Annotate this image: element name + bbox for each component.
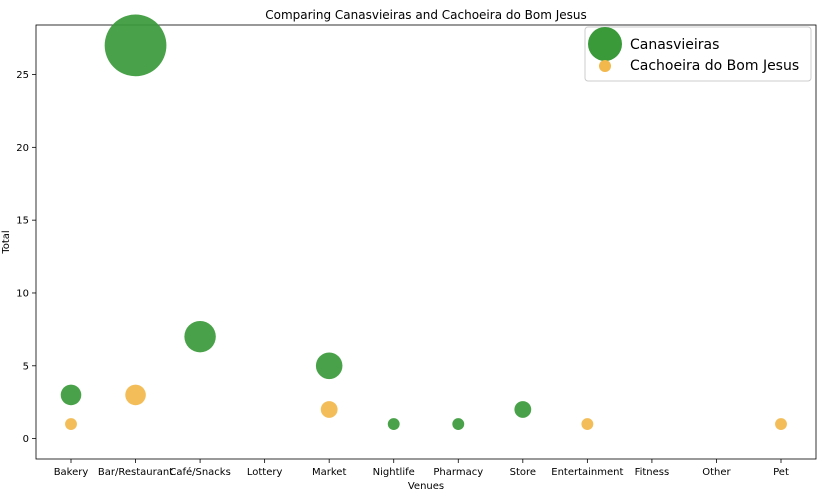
bubble-marks	[60, 14, 787, 430]
legend-label-cachoeira: Cachoeira do Bom Jesus	[630, 58, 799, 74]
x-tick-label: Other	[702, 467, 731, 478]
bubble-canasvieiras-6	[452, 418, 465, 430]
y-axis-label: Total	[1, 230, 12, 254]
x-tick-label: Bakery	[54, 467, 89, 478]
bubble-cachoeira-do-bom-jesus-1	[125, 384, 146, 406]
bubble-canasvieiras-2	[184, 320, 216, 353]
legend-box	[584, 26, 812, 82]
bubble-cachoeira-do-bom-jesus-11	[775, 418, 787, 430]
bubble-cachoeira-do-bom-jesus-4	[320, 401, 338, 418]
y-tick-label: 20	[16, 143, 29, 154]
legend-marker-canasvieiras	[588, 27, 622, 61]
x-tick-label: Nightlife	[373, 467, 415, 478]
y-tick-label: 10	[16, 288, 29, 299]
bubble-canasvieiras-7	[514, 401, 532, 418]
x-tick-label: Café/Snacks	[169, 466, 230, 478]
x-tick-label: Bar/Restaurant	[98, 467, 173, 478]
bubble-canasvieiras-0	[60, 384, 82, 406]
y-tick-label: 15	[16, 216, 29, 227]
y-axis: 0 5 10 15 20 25	[16, 70, 36, 445]
y-tick-label: 25	[16, 70, 29, 81]
x-tick-label: Entertainment	[551, 467, 623, 478]
x-tick-label: Store	[510, 467, 536, 478]
bubble-canasvieiras-4	[315, 352, 343, 380]
bubble-cachoeira-do-bom-jesus-8	[581, 418, 594, 430]
x-tick-label: Pharmacy	[433, 467, 483, 478]
bubble-cachoeira-do-bom-jesus-0	[65, 418, 77, 430]
x-tick-label: Pet	[773, 467, 789, 478]
legend-label-canasvieiras: Canasvieiras	[630, 37, 719, 53]
bubble-canasvieiras-1	[104, 14, 167, 77]
x-tick-label: Lottery	[247, 467, 283, 478]
bubble-canasvieiras-5	[387, 418, 400, 430]
legend-marker-cachoeira	[599, 60, 611, 72]
y-tick-label: 5	[23, 361, 29, 372]
x-tick-label: Market	[312, 467, 346, 478]
x-tick-label: Fitness	[635, 467, 670, 478]
x-axis-label: Venues	[408, 481, 444, 492]
y-tick-label: 0	[23, 434, 29, 445]
chart-legend: Canasvieiras Cachoeira do Bom Jesus	[584, 26, 812, 82]
chart-title: Comparing Canasvieiras and Cachoeira do …	[265, 8, 587, 22]
plot-frame	[35, 24, 817, 460]
